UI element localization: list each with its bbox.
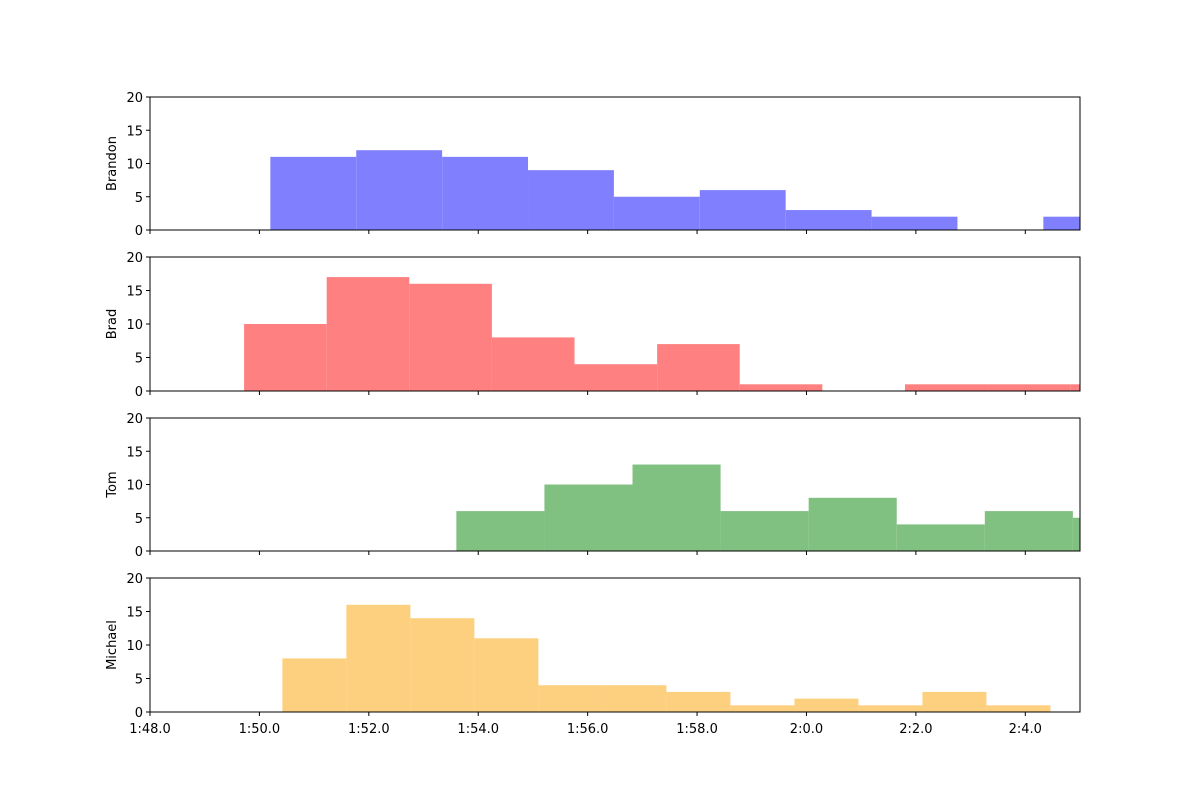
- bars-group: [282, 604, 1051, 712]
- histogram-bar: [794, 698, 859, 712]
- bars-group: [244, 277, 1080, 391]
- histogram-bar: [984, 511, 1073, 551]
- y-tick-label: 15: [126, 606, 143, 621]
- histogram-bar: [1043, 216, 1080, 230]
- histogram-bar: [1070, 384, 1080, 391]
- x-tick-label: 2:2.0: [899, 722, 932, 737]
- y-tick-label: 0: [135, 224, 143, 239]
- y-tick-label: 5: [135, 352, 143, 367]
- y-tick-label: 10: [126, 479, 143, 494]
- y-tick-label: 20: [126, 412, 143, 427]
- y-tick-label: 20: [126, 91, 143, 106]
- subplot-michael: 0 5 10 15 20 Michael 1:48.0 1:50.0 1:52.0 1:54.0 1…: [105, 572, 1081, 737]
- subplot-brandon: 0 5 10 15 20 Brandon: [105, 91, 1081, 239]
- y-tick-label: 5: [135, 191, 143, 206]
- histogram-bar: [739, 384, 823, 391]
- x-tick-label: 1:54.0: [457, 722, 499, 737]
- histogram-bar: [474, 638, 539, 712]
- histogram-bar: [574, 364, 658, 391]
- x-tick-label: 1:58.0: [676, 722, 718, 737]
- histogram-bar: [356, 150, 443, 230]
- x-tick-label: 1:48.0: [129, 722, 171, 737]
- histogram-bar: [538, 685, 603, 712]
- histogram-bar: [1072, 517, 1080, 551]
- histogram-bar: [282, 658, 347, 712]
- y-tick-label: 15: [126, 445, 143, 460]
- histogram-bar: [904, 384, 988, 391]
- histogram-bar: [410, 618, 475, 712]
- histogram-bar: [896, 524, 985, 551]
- y-tick-label: 5: [135, 512, 143, 527]
- x-tick-label: 1:50.0: [239, 722, 281, 737]
- y-tick-label: 20: [126, 251, 143, 266]
- histogram-bar: [987, 384, 1071, 391]
- histogram-bar: [491, 337, 575, 391]
- x-tick-label: 1:56.0: [567, 722, 609, 737]
- histogram-bar: [657, 344, 740, 391]
- histogram-bar: [808, 497, 897, 551]
- y-axis-label: Michael: [105, 620, 120, 670]
- histogram-bar: [442, 156, 529, 230]
- histogram-bar: [666, 691, 731, 712]
- y-tick-label: 15: [126, 124, 143, 139]
- histogram-bar: [986, 705, 1051, 712]
- histogram-bar: [632, 464, 721, 551]
- y-tick-label: 10: [126, 639, 143, 654]
- x-tick-label: 2:0.0: [790, 722, 823, 737]
- y-tick-label: 0: [135, 706, 143, 721]
- histogram-bar: [409, 283, 492, 391]
- histogram-bar: [858, 705, 923, 712]
- bars-group: [456, 464, 1080, 551]
- histogram-bar: [720, 511, 809, 551]
- y-tick-label: 15: [126, 285, 143, 300]
- x-tick-label: 1:52.0: [348, 722, 390, 737]
- histogram-bar: [922, 691, 987, 712]
- histogram-bar: [871, 216, 958, 230]
- y-tick-label: 0: [135, 545, 143, 560]
- histogram-bar: [456, 511, 545, 551]
- histogram-bar: [346, 604, 411, 712]
- y-tick-label: 10: [126, 318, 143, 333]
- y-tick-label: 0: [135, 385, 143, 400]
- y-tick-label: 10: [126, 158, 143, 173]
- bars-group: [270, 150, 1080, 230]
- histogram-bar: [528, 170, 614, 230]
- histogram-bar: [544, 484, 633, 551]
- subplot-brad: 0 5 10 15 20 Brad: [105, 251, 1081, 400]
- histogram-bar: [270, 156, 357, 230]
- y-tick-label: 20: [126, 572, 143, 587]
- y-axis-label: Tom: [105, 471, 120, 498]
- histogram-bar: [244, 324, 327, 391]
- histogram-bar: [730, 705, 795, 712]
- y-tick-label: 5: [135, 673, 143, 688]
- y-axis-label: Brad: [105, 309, 120, 339]
- subplot-tom: 0 5 10 15 20 Tom: [105, 412, 1081, 560]
- histogram-bar: [326, 277, 410, 391]
- histogram-bar: [602, 685, 667, 712]
- histogram-bar: [699, 190, 786, 230]
- histogram-bar: [613, 196, 700, 230]
- x-tick-label: 2:4.0: [1009, 722, 1042, 737]
- y-axis-label: Brandon: [105, 136, 120, 191]
- histogram-bar: [785, 210, 872, 230]
